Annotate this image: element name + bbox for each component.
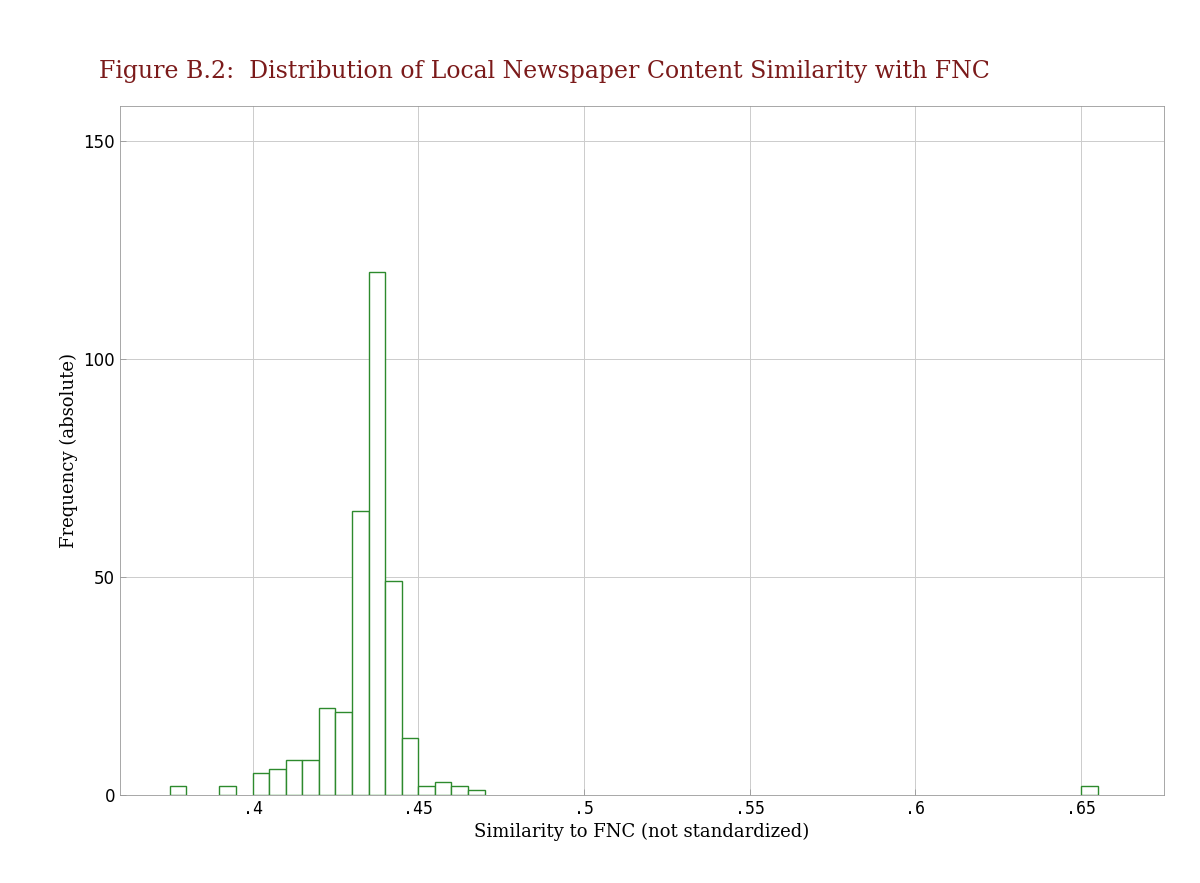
Bar — [402, 738, 419, 795]
Bar — [385, 581, 402, 795]
Bar — [302, 760, 319, 795]
Bar — [169, 786, 186, 795]
Bar — [468, 790, 485, 795]
Bar — [319, 707, 336, 795]
Bar — [1081, 786, 1098, 795]
Bar — [269, 768, 286, 795]
Bar — [286, 760, 302, 795]
Bar — [352, 511, 368, 795]
Text: Figure B.2:  Distribution of Local Newspaper Content Similarity with FNC: Figure B.2: Distribution of Local Newspa… — [100, 60, 990, 83]
Bar — [220, 786, 236, 795]
Bar — [434, 781, 451, 795]
Bar — [419, 786, 434, 795]
Bar — [252, 773, 269, 795]
Y-axis label: Frequency (absolute): Frequency (absolute) — [60, 353, 78, 547]
Bar — [336, 712, 352, 795]
Bar — [451, 786, 468, 795]
Bar — [368, 272, 385, 795]
X-axis label: Similarity to FNC (not standardized): Similarity to FNC (not standardized) — [474, 823, 810, 841]
